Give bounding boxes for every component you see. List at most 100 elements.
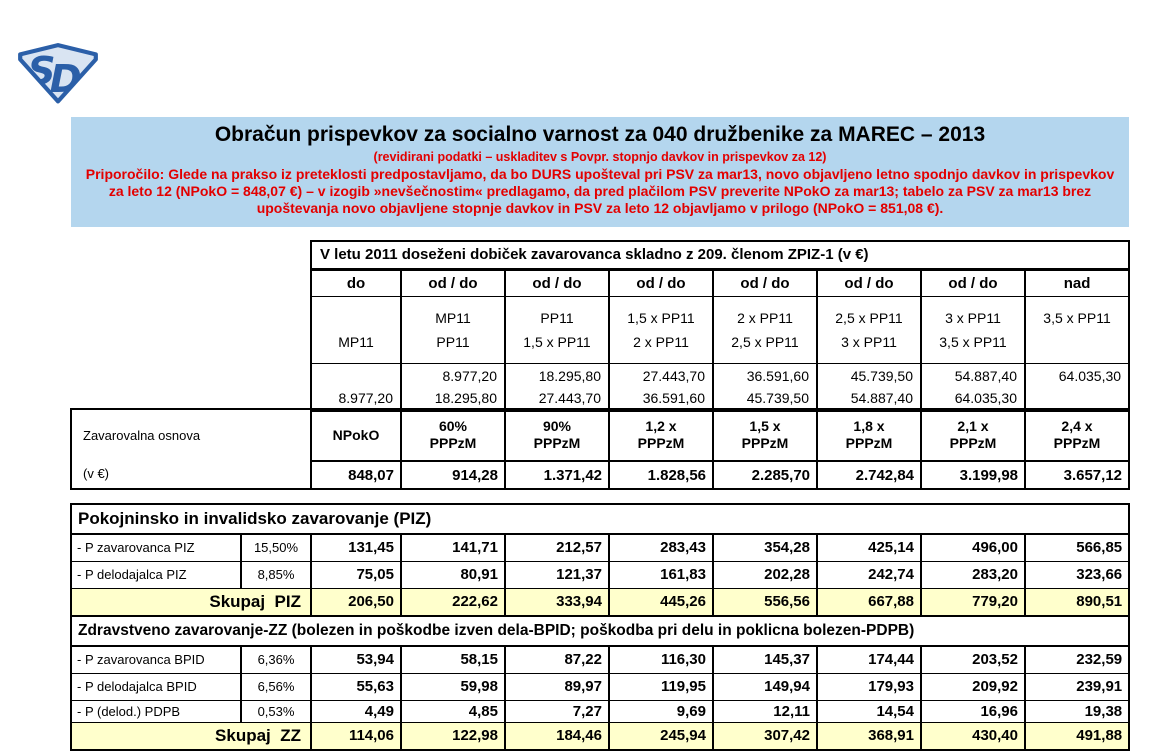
cell-line: 1,5 x: [749, 418, 781, 434]
range-value-cell: 36.591,60 45.739,50: [712, 362, 818, 412]
base-value-cell: 1.371,42: [504, 460, 610, 490]
range-value-cell: 8.977,20 18.295,80: [400, 362, 506, 412]
contribution-row-label: - P delodajalca BPID: [70, 672, 242, 701]
range-bound-cell: 3,5 x PP11: [1023, 295, 1131, 364]
range-type-cell: nad: [1023, 268, 1131, 297]
total-value-cell: 368,91: [816, 721, 922, 751]
contribution-value-cell: 209,92: [920, 672, 1026, 701]
contribution-value-cell: 145,37: [712, 645, 818, 674]
contribution-value-cell: 566,85: [1023, 533, 1131, 562]
profit-table-title: V letu 2011 doseženi dobiček zavarovanca…: [309, 240, 1131, 271]
contribution-value-cell: 283,43: [608, 533, 714, 562]
cell-line: 18.295,80: [538, 367, 601, 384]
cell-line: MP11: [435, 309, 471, 326]
cell-line: 8.977,20: [338, 389, 394, 406]
cell-line: [1027, 330, 1127, 354]
contributions-table: Pokojninsko in invalidsko zavarovanje (P…: [69, 503, 1131, 751]
profit-ranges-table: V letu 2011 doseženi dobiček zavarovanca…: [309, 240, 1131, 412]
base-value-cell: 848,07: [310, 460, 402, 490]
cell-line: [1027, 387, 1127, 409]
company-logo: S D: [16, 40, 100, 104]
total-value-cell: 556,56: [712, 587, 818, 617]
cell-line: 36.591,60: [642, 389, 705, 406]
range-value-cell: 18.295,80 27.443,70: [504, 362, 610, 412]
cell-line: 45.739,50: [850, 367, 913, 384]
contribution-value-cell: 116,30: [608, 645, 714, 674]
base-header-cell: 2,4 x PPPzM: [1024, 408, 1130, 462]
contribution-row-label: - P zavarovanca BPID: [70, 645, 242, 674]
cell-line: MP11: [338, 333, 374, 350]
contribution-value-cell: 53,94: [310, 645, 402, 674]
cell-line: PP11: [540, 309, 574, 326]
cell-line: 54.887,40: [954, 367, 1017, 384]
total-value-cell: 184,46: [504, 721, 610, 751]
cell-line: 18.295,80: [434, 389, 497, 406]
total-value-cell: 491,88: [1023, 721, 1131, 751]
contribution-value-cell: 87,22: [504, 645, 610, 674]
total-value-cell: 430,40: [920, 721, 1026, 751]
range-type-cell: od / do: [400, 268, 506, 297]
contribution-row-label: - P delodajalca PIZ: [70, 560, 242, 589]
contribution-value-cell: 179,93: [816, 672, 922, 701]
header-subtitle: (revidirani podatki – uskladitev s Povpr…: [373, 150, 827, 164]
range-bound-cell: MP11 PP11: [400, 295, 506, 364]
zz-section-header: Zdravstveno zavarovanje-ZZ (bolezen in p…: [69, 615, 1131, 647]
contribution-value-cell: 119,95: [608, 672, 714, 701]
contribution-rate-cell: 8,85%: [240, 560, 312, 589]
contribution-value-cell: 425,14: [816, 533, 922, 562]
contribution-value-cell: 9,69: [608, 699, 714, 723]
contribution-value-cell: 496,00: [920, 533, 1026, 562]
cell-line: PPPzM: [1053, 435, 1101, 451]
total-value-cell: 114,06: [310, 721, 402, 751]
contribution-value-cell: 7,27: [504, 699, 610, 723]
cell-line: 64.035,30: [954, 389, 1017, 406]
contribution-rate-cell: 15,50%: [240, 533, 312, 562]
insurance-base-table: Zavarovalna osnova (v €) NPokO 60% PPPzM 9…: [70, 408, 1130, 490]
page-title: Obračun prispevkov za socialno varnost z…: [214, 123, 986, 146]
contribution-value-cell: 75,05: [310, 560, 402, 589]
range-value-cell: 45.739,50 54.887,40: [816, 362, 922, 412]
contribution-value-cell: 59,98: [400, 672, 506, 701]
range-type-cell: od / do: [608, 268, 714, 297]
range-type-cell: od / do: [712, 268, 818, 297]
contribution-value-cell: 4,49: [310, 699, 402, 723]
total-value-cell: 122,98: [400, 721, 506, 751]
contribution-value-cell: 212,57: [504, 533, 610, 562]
base-value-cell: 3.199,98: [920, 460, 1026, 490]
cell-line: 45.739,50: [746, 389, 809, 406]
base-header-cell: 1,8 x PPPzM: [816, 408, 922, 462]
cell-line: 64.035,30: [1058, 367, 1122, 384]
cell-line: PPPzM: [429, 435, 477, 451]
range-bound-cell: PP11 1,5 x PP11: [504, 295, 610, 364]
base-header-cell: NPokO: [310, 408, 402, 462]
cell-line: 3 x PP11: [841, 333, 897, 350]
cell-line: PPPzM: [949, 435, 997, 451]
cell-line: PPPzM: [845, 435, 893, 451]
contribution-value-cell: 14,54: [816, 699, 922, 723]
cell-line: 54.887,40: [850, 389, 913, 406]
base-value-cell: 1.828,56: [608, 460, 714, 490]
sd-shield-icon: S D: [18, 43, 98, 104]
range-bound-cell: 3 x PP11 3,5 x PP11: [920, 295, 1026, 364]
piz-section-header: Pokojninsko in invalidsko zavarovanje (P…: [69, 503, 1131, 535]
contribution-rate-cell: 6,56%: [240, 672, 312, 701]
cell-line: 2,1 x: [957, 418, 989, 434]
contribution-row-label: - P zavarovanca PIZ: [70, 533, 242, 562]
contribution-value-cell: 58,15: [400, 645, 506, 674]
cell-line: 1,5 x PP11: [627, 309, 695, 326]
total-label-cell: Skupaj ZZ: [70, 721, 312, 751]
contribution-value-cell: 131,45: [310, 533, 402, 562]
cell-line: 27.443,70: [642, 367, 705, 384]
contribution-value-cell: 141,71: [400, 533, 506, 562]
base-header-cell: 1,2 x PPPzM: [608, 408, 714, 462]
base-header-cell: 60% PPPzM: [400, 408, 506, 462]
base-value-cell: 2.742,84: [816, 460, 922, 490]
range-type-cell: od / do: [816, 268, 922, 297]
contribution-value-cell: 161,83: [608, 560, 714, 589]
contribution-value-cell: 242,74: [816, 560, 922, 589]
base-label-cell: Zavarovalna osnova (v €): [70, 408, 312, 490]
cell-line: 2,5 x PP11: [835, 309, 903, 326]
contribution-value-cell: 283,20: [920, 560, 1026, 589]
range-bound-cell: MP11: [310, 295, 402, 364]
contribution-row-label: - P (delod.) PDPB: [70, 699, 242, 723]
